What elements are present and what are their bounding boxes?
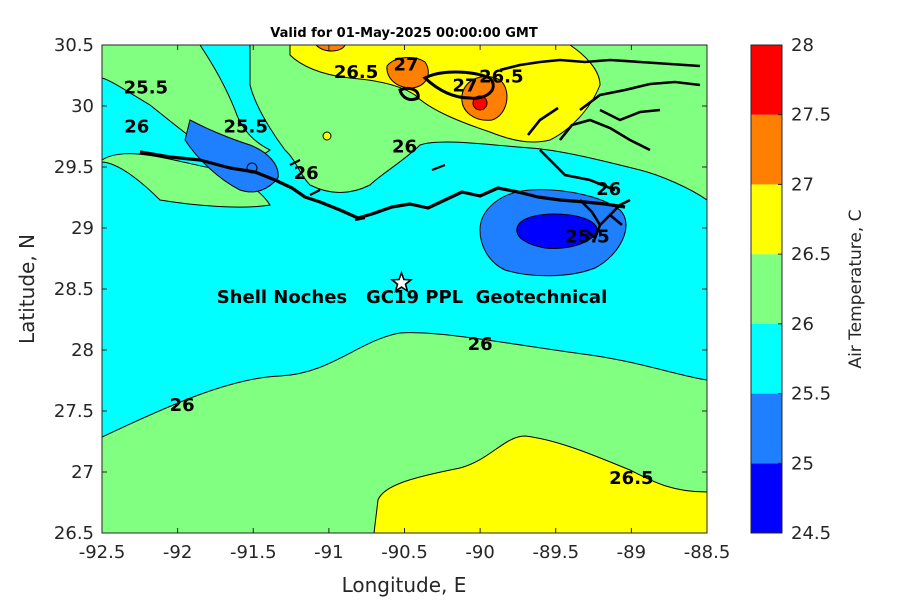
blue-region-west (184, 119, 279, 193)
colorbar-tick-label: 26 (791, 314, 814, 335)
contour-label: 26.5 (334, 62, 378, 83)
contour-label: 26.5 (479, 67, 523, 88)
green-region-west-coast (102, 153, 271, 208)
coast-islands (289, 159, 446, 222)
y-tick-label: 27 (71, 462, 94, 483)
y-tick-label: 30 (71, 96, 94, 117)
colorbar-tick-label: 26.5 (791, 244, 831, 265)
x-axis-ticks: -92.5 -92 -91.5 -91 -90.5 -90 -89.5 -89 -88.5 (79, 45, 731, 563)
colorbar-tick-label: 27 (791, 174, 814, 195)
y-tick-label: 29 (71, 218, 94, 239)
colorbar-frame (750, 44, 783, 534)
colorbar-tick-label: 25 (791, 453, 814, 474)
y-axis-label: Latitude, N (15, 234, 39, 344)
y-tick-label: 30.5 (54, 35, 94, 56)
contour-label: 26 (124, 117, 149, 138)
y-tick-label: 28.5 (54, 279, 94, 300)
colorbar-label: Air Temperature, C (846, 209, 866, 368)
delta-birdsfoot (579, 198, 631, 241)
colorbar-swatch (751, 45, 782, 115)
contour-label: 25.5 (223, 117, 267, 138)
colorbar-swatch (751, 323, 782, 394)
y-tick-label: 28 (71, 340, 94, 361)
x-tick-label: -89 (617, 542, 646, 563)
contour-label: 26 (170, 395, 195, 416)
colorbar-swatch (751, 393, 782, 464)
contour-label: 26 (294, 163, 319, 184)
x-tick-label: -89.5 (532, 542, 579, 563)
coastline-northshore (499, 58, 701, 72)
x-tick-label: -91.5 (230, 542, 277, 563)
y-tick-label: 27.5 (54, 401, 94, 422)
colorbar-tick-label: 28 (791, 35, 814, 56)
chart-title: Valid for 01-May-2025 00:00:00 GMT (270, 26, 538, 41)
coastline-delta (526, 80, 701, 192)
contour-label: 25.5 (124, 78, 168, 99)
y-tick-label: 29.5 (54, 157, 94, 178)
contour-label: 26 (468, 334, 493, 355)
contour-fill-layer (102, 45, 707, 533)
x-tick-label: -92.5 (79, 542, 126, 563)
x-tick-label: -90 (465, 542, 494, 563)
colorbar-ticks: 24.5 25 25.5 26 26.5 27 27.5 28 (778, 35, 831, 544)
lake-maurepas (398, 86, 420, 102)
yellow-region-south (373, 435, 707, 533)
colorbar-tick-label: 27.5 (791, 105, 831, 126)
contour-label: 26 (596, 179, 621, 200)
station-marker (389, 270, 414, 293)
colorbar (751, 45, 782, 533)
contour-label: 27 (393, 55, 418, 76)
small-yellow-spot (322, 131, 332, 141)
y-tick-label: 26.5 (54, 523, 94, 544)
x-tick-label: -92 (163, 542, 192, 563)
station-star-icon (389, 270, 414, 293)
lake-pontchartrain (422, 70, 495, 100)
colorbar-swatch (751, 463, 782, 533)
colorbar-swatch (751, 184, 782, 255)
contour-label: 26 (392, 136, 417, 157)
x-tick-label: -91 (314, 542, 343, 563)
colorbar-swatch (751, 254, 782, 324)
colorbar-tick-label: 25.5 (791, 384, 831, 405)
colorbar-tick-label: 24.5 (791, 523, 831, 544)
contour-label: 26.5 (609, 468, 653, 489)
station-label: Shell Noches GC19 PPL Geotechnical (217, 287, 608, 308)
colorbar-swatch (751, 114, 782, 185)
x-tick-label: -90.5 (381, 542, 428, 563)
x-tick-label: -88.5 (684, 542, 731, 563)
coastline (139, 150, 626, 220)
x-axis-label: Longitude, E (342, 573, 467, 597)
contour-label: 27 (452, 75, 477, 96)
contour-label: 25.5 (565, 227, 609, 248)
